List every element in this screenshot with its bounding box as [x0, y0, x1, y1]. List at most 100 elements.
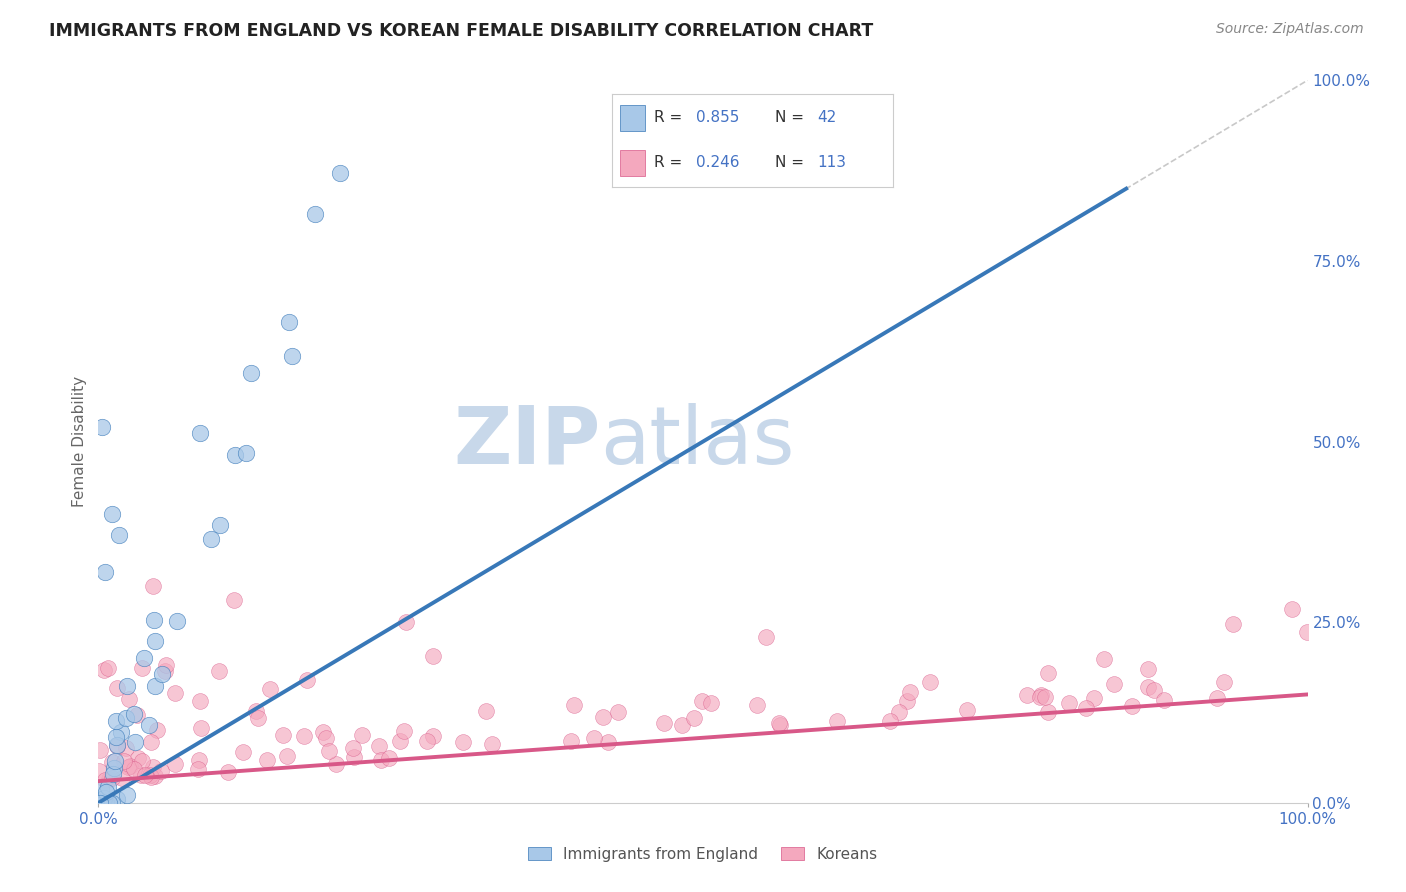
Point [165, 757, 187, 772]
Point [217, 764, 239, 779]
Point [111, 772, 134, 786]
Point [1057, 696, 1080, 710]
Point [155, 658, 177, 673]
Point [690, 693, 713, 707]
Point [329, 166, 352, 180]
Point [100, 796, 122, 810]
Point [101, 755, 124, 769]
Point [90, 420, 112, 434]
Point [312, 725, 335, 739]
Point [378, 751, 401, 765]
Point [187, 763, 209, 777]
Point [898, 685, 921, 699]
Point [422, 729, 444, 743]
Point [188, 694, 211, 708]
Point [107, 739, 129, 753]
Point [166, 614, 188, 628]
Point [1136, 662, 1159, 676]
Point [153, 664, 176, 678]
Point [235, 446, 257, 460]
Point [1102, 677, 1125, 691]
Point [97, 796, 120, 810]
Text: atlas: atlas [600, 402, 794, 481]
Point [207, 664, 229, 678]
Point [367, 739, 389, 753]
Point [394, 724, 416, 739]
Point [129, 767, 152, 781]
Point [259, 681, 281, 696]
Point [89, 743, 111, 757]
Point [142, 579, 165, 593]
Point [122, 762, 145, 776]
Point [120, 759, 142, 773]
Text: Source: ZipAtlas.com: Source: ZipAtlas.com [1216, 22, 1364, 37]
Point [150, 764, 173, 779]
Point [146, 723, 169, 737]
Legend: Immigrants from England, Koreans: Immigrants from England, Koreans [522, 840, 884, 868]
Point [416, 734, 439, 748]
Point [145, 679, 167, 693]
Point [224, 449, 246, 463]
Point [896, 694, 918, 708]
Point [142, 613, 165, 627]
Point [475, 704, 498, 718]
Text: R =: R = [654, 154, 688, 169]
Point [105, 739, 128, 754]
Point [139, 768, 162, 782]
Point [389, 733, 412, 747]
Point [105, 681, 128, 696]
Point [1092, 652, 1115, 666]
Point [1036, 666, 1059, 681]
Point [245, 704, 267, 718]
Point [1029, 689, 1052, 703]
Point [222, 593, 245, 607]
Point [93, 791, 115, 805]
Point [114, 755, 136, 769]
Point [768, 715, 790, 730]
Point [1121, 698, 1143, 713]
Point [190, 721, 212, 735]
Point [107, 528, 129, 542]
Point [96, 796, 118, 810]
Point [281, 349, 304, 363]
Point [115, 711, 138, 725]
Point [395, 615, 418, 630]
Point [1213, 675, 1236, 690]
Point [124, 735, 146, 749]
Text: 0.855: 0.855 [696, 110, 740, 125]
Point [141, 770, 163, 784]
Point [138, 718, 160, 732]
Point [1033, 690, 1056, 705]
Point [101, 767, 124, 781]
Text: IMMIGRANTS FROM ENGLAND VS KOREAN FEMALE DISABILITY CORRELATION CHART: IMMIGRANTS FROM ENGLAND VS KOREAN FEMALE… [49, 22, 873, 40]
Text: 113: 113 [817, 154, 846, 169]
Point [256, 753, 278, 767]
Point [208, 517, 231, 532]
Point [755, 630, 778, 644]
Point [131, 754, 153, 768]
Point [87, 764, 110, 778]
Text: N =: N = [775, 154, 808, 169]
Point [101, 771, 124, 785]
Point [100, 507, 122, 521]
Point [165, 686, 187, 700]
Point [240, 367, 263, 381]
Point [297, 673, 319, 688]
Point [117, 760, 139, 774]
Point [105, 792, 128, 806]
Point [247, 711, 270, 725]
Point [700, 696, 723, 710]
Point [94, 565, 117, 579]
Point [825, 714, 848, 728]
Text: 42: 42 [817, 110, 837, 125]
Point [150, 666, 173, 681]
Point [131, 661, 153, 675]
Point [117, 679, 139, 693]
Text: R =: R = [654, 110, 688, 125]
Point [143, 634, 166, 648]
Point [93, 663, 115, 677]
Point [1036, 705, 1059, 719]
Text: N =: N = [775, 110, 808, 125]
Point [560, 734, 582, 748]
Point [325, 756, 347, 771]
